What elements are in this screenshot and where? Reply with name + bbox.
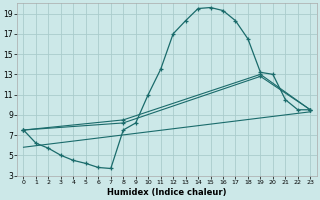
X-axis label: Humidex (Indice chaleur): Humidex (Indice chaleur) (107, 188, 227, 197)
